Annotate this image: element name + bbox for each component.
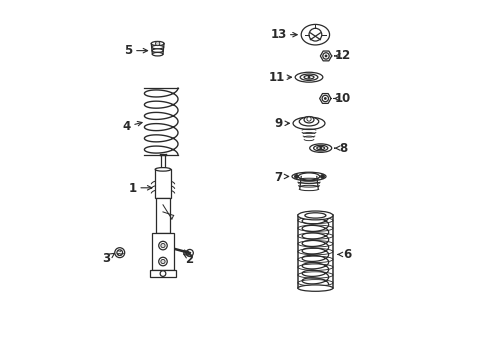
Ellipse shape (155, 168, 170, 171)
Text: 7: 7 (274, 171, 282, 184)
Circle shape (115, 248, 124, 258)
Circle shape (322, 95, 328, 102)
Circle shape (155, 41, 160, 46)
Circle shape (306, 117, 310, 121)
Text: 9: 9 (273, 117, 282, 130)
Circle shape (322, 53, 328, 59)
Text: 6: 6 (343, 248, 351, 261)
Circle shape (160, 271, 165, 276)
Circle shape (307, 76, 310, 78)
Circle shape (323, 97, 326, 100)
Text: 11: 11 (268, 71, 284, 84)
Ellipse shape (304, 117, 313, 123)
Circle shape (319, 147, 322, 149)
Ellipse shape (297, 211, 332, 220)
Ellipse shape (152, 53, 163, 56)
Ellipse shape (298, 173, 319, 180)
Circle shape (161, 243, 165, 248)
Circle shape (186, 249, 193, 257)
Text: 12: 12 (334, 49, 350, 62)
Ellipse shape (297, 285, 332, 291)
Text: 3: 3 (102, 252, 110, 265)
Ellipse shape (316, 147, 324, 150)
Circle shape (161, 260, 165, 264)
Bar (156, 198, 170, 233)
Ellipse shape (304, 213, 325, 218)
Ellipse shape (304, 76, 313, 79)
Ellipse shape (309, 144, 331, 152)
Ellipse shape (151, 41, 163, 46)
Circle shape (117, 250, 122, 256)
Circle shape (159, 241, 167, 250)
Ellipse shape (291, 172, 325, 181)
Ellipse shape (292, 117, 325, 130)
Ellipse shape (300, 74, 317, 80)
Bar (155, 169, 170, 198)
Circle shape (159, 257, 167, 266)
Ellipse shape (151, 45, 163, 49)
Circle shape (324, 54, 327, 57)
Text: 13: 13 (270, 28, 287, 41)
Ellipse shape (301, 24, 329, 45)
Bar (150, 270, 175, 277)
Text: 10: 10 (334, 92, 350, 105)
Text: 2: 2 (185, 253, 193, 266)
Text: 1: 1 (128, 183, 137, 195)
Ellipse shape (152, 49, 163, 53)
Text: 4: 4 (122, 120, 131, 133)
Ellipse shape (299, 117, 318, 126)
Ellipse shape (313, 145, 327, 151)
Bar (152, 233, 173, 270)
Text: 8: 8 (338, 141, 346, 154)
Text: 5: 5 (124, 44, 132, 57)
Circle shape (308, 28, 321, 41)
Ellipse shape (295, 72, 322, 82)
